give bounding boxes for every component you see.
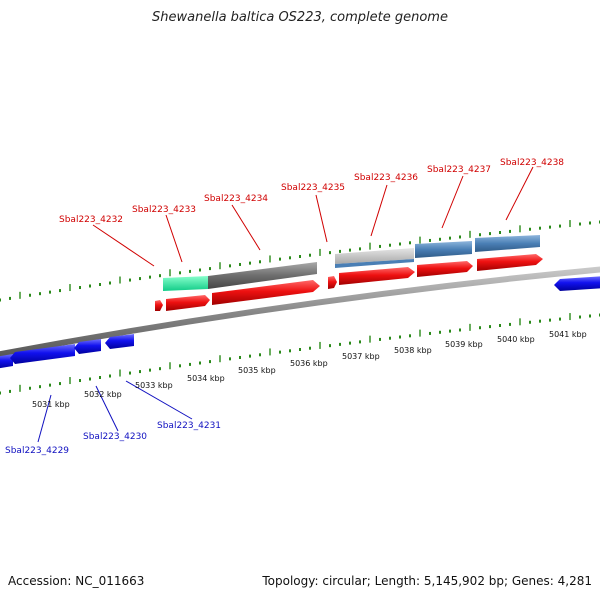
gene-arrow-fwd[interactable] — [417, 261, 473, 277]
gene-label-rev[interactable]: Sbal223_4230 — [83, 432, 147, 442]
upper-tick-row — [0, 220, 600, 302]
leader-line — [315, 194, 328, 243]
kbp-label: 5031 kbp — [32, 400, 70, 409]
reverse-gene-labels: Sbal223_4229 Sbal223_4230 Sbal223_4231 — [5, 380, 221, 456]
gene-label-fwd[interactable]: Sbal223_4233 — [132, 205, 196, 215]
lower-tick-row — [0, 313, 600, 395]
genome-summary-text: Topology: circular; Length: 5,145,902 bp… — [262, 574, 592, 588]
leader-line — [95, 385, 119, 432]
kbp-label: 5034 kbp — [187, 374, 225, 383]
gene-arrow-fwd[interactable] — [328, 276, 337, 289]
gene-label-fwd[interactable]: Sbal223_4234 — [204, 194, 268, 204]
leader-line — [441, 175, 464, 229]
kbp-label: 5039 kbp — [445, 340, 483, 349]
leader-line — [370, 184, 388, 237]
gene-label-fwd[interactable]: Sbal223_4232 — [59, 215, 123, 225]
kbp-label: 5041 kbp — [549, 330, 587, 339]
gene-label-fwd[interactable]: Sbal223_4237 — [427, 165, 491, 175]
kbp-label: 5038 kbp — [394, 346, 432, 355]
gene-arrow-rev[interactable] — [74, 339, 101, 354]
leader-line — [165, 214, 183, 263]
gene-label-rev[interactable]: Sbal223_4229 — [5, 446, 69, 456]
gene-arrow-fwd[interactable] — [166, 295, 210, 311]
leader-line — [92, 224, 155, 267]
kbp-label: 5035 kbp — [238, 366, 276, 375]
leader-line — [231, 204, 261, 251]
gene-arrow-rev[interactable] — [554, 276, 600, 291]
feature-light-gray — [335, 248, 414, 264]
reverse-gene-track — [0, 276, 600, 369]
feature-steel-2 — [475, 235, 540, 252]
forward-gene-labels: Sbal223_4232 Sbal223_4233 Sbal223_4234 S… — [59, 158, 564, 267]
gene-label-fwd[interactable]: Sbal223_4238 — [500, 158, 564, 168]
feature-steel-strip — [335, 259, 414, 268]
kbp-label: 5040 kbp — [497, 335, 535, 344]
gene-arrow-fwd[interactable] — [155, 300, 163, 311]
kbp-label: 5032 kbp — [84, 390, 122, 399]
accession-text: Accession: NC_011663 — [8, 574, 145, 588]
leader-line — [125, 380, 193, 420]
feature-steel-1 — [415, 241, 472, 258]
gene-arrow-fwd[interactable] — [339, 267, 415, 285]
genome-backbone — [0, 266, 600, 358]
gene-label-fwd[interactable]: Sbal223_4236 — [354, 173, 418, 183]
genome-title: Shewanella baltica OS223, complete genom… — [152, 10, 448, 25]
feature-teal — [163, 276, 208, 291]
gene-arrow-fwd[interactable] — [212, 280, 320, 305]
leader-line — [505, 166, 534, 221]
gene-arrow-rev[interactable] — [105, 334, 134, 349]
kbp-label: 5033 kbp — [135, 381, 173, 390]
feature-gray — [208, 262, 317, 289]
leader-line — [37, 394, 52, 443]
gene-label-fwd[interactable]: Sbal223_4235 — [281, 183, 345, 193]
kbp-label: 5036 kbp — [290, 359, 328, 368]
gene-arrow-rev[interactable] — [0, 354, 13, 369]
gene-label-rev[interactable]: Sbal223_4231 — [157, 421, 221, 431]
kbp-axis-labels: 5031 kbp 5032 kbp 5033 kbp 5034 kbp 5035… — [32, 330, 587, 409]
gene-arrow-fwd[interactable] — [477, 254, 543, 271]
kbp-label: 5037 kbp — [342, 352, 380, 361]
feature-track — [163, 235, 540, 291]
forward-gene-track — [155, 254, 543, 311]
gene-arrow-rev[interactable] — [10, 344, 75, 364]
